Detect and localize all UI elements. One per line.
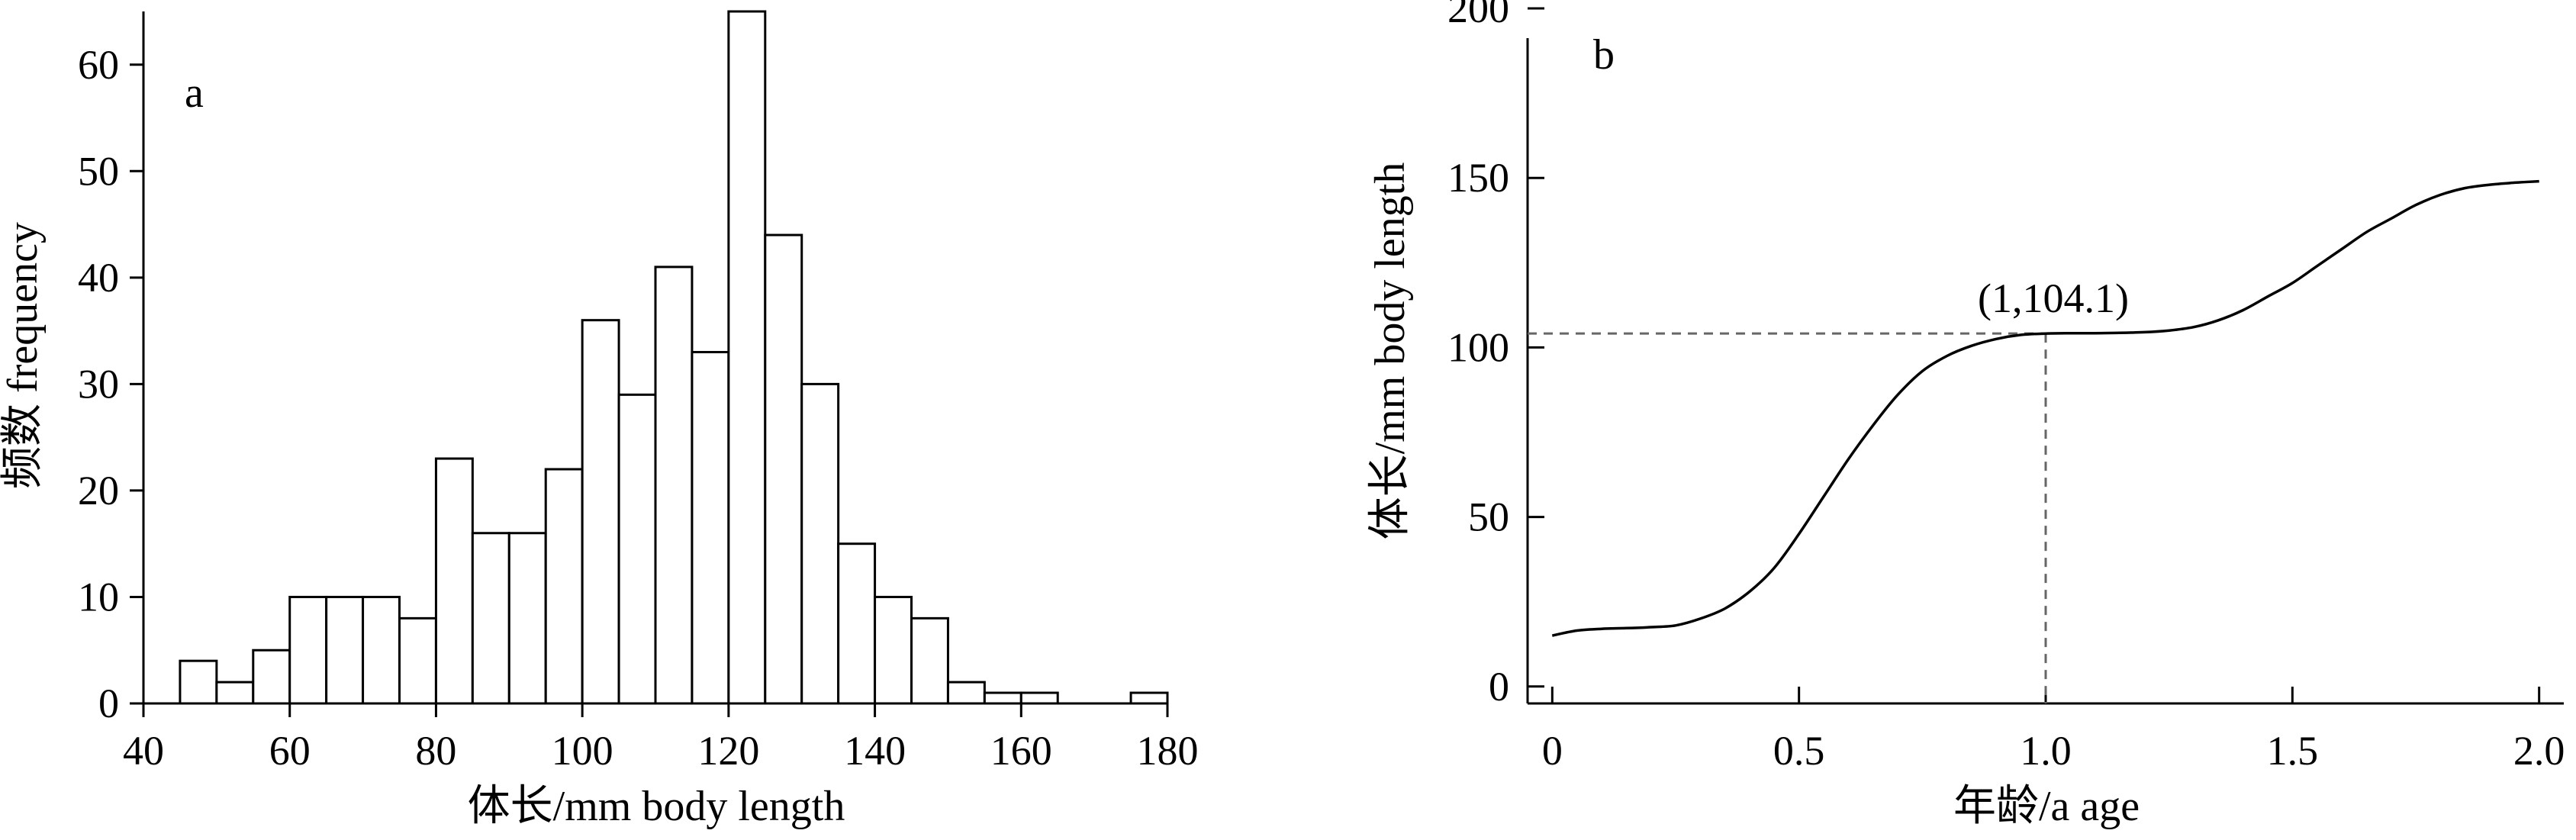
- histogram-bar: [471, 532, 510, 705]
- histogram-bar: [252, 649, 291, 705]
- histogram-bar: [691, 351, 730, 705]
- y-tick-label: 60: [78, 42, 119, 88]
- y-tick-label: 20: [78, 468, 119, 513]
- x-tick-label: 180: [1137, 728, 1199, 774]
- x-ticks: 0 0.5 1.0 1.5 2.0: [1542, 687, 2565, 774]
- y-ticks: 0 50 100 150 200: [1447, 0, 1544, 710]
- x-tick-label: 100: [552, 728, 613, 774]
- growth-curve-line: [1551, 179, 2539, 637]
- y-tick-label: 0: [1489, 664, 1509, 710]
- panel-label-b: b: [1593, 31, 1615, 79]
- x-tick-label: 60: [269, 728, 311, 774]
- histogram-bar: [617, 393, 657, 705]
- x-axis-title: 年龄/a age: [1953, 783, 2140, 830]
- y-tick-label: 50: [78, 148, 119, 194]
- x-tick-label: 0.5: [1773, 728, 1825, 774]
- histogram-bar: [874, 595, 913, 705]
- x-tick-label: 40: [123, 728, 164, 774]
- histogram-bar: [179, 659, 218, 705]
- histogram-bar: [581, 319, 620, 705]
- histogram-bar: [837, 542, 877, 705]
- y-axis-title: 体长/mm body length: [1367, 163, 1414, 540]
- x-axis-title: 体长/mm body length: [468, 783, 845, 830]
- histogram-bar: [398, 616, 437, 705]
- x-tick-label: 140: [844, 728, 906, 774]
- x-tick-label: 1.5: [2267, 728, 2319, 774]
- y-tick-label: 150: [1447, 155, 1509, 201]
- histogram-bar: [544, 468, 584, 705]
- y-tick-label: 30: [78, 361, 119, 407]
- y-tick-label: 100: [1447, 324, 1509, 370]
- y-tick-label: 10: [78, 574, 119, 620]
- histogram-bar: [764, 233, 803, 705]
- y-ticks: 0 10 20 30 40 50 60: [78, 42, 143, 726]
- histogram-bar: [654, 266, 694, 705]
- histogram-bars: [179, 10, 1169, 705]
- histogram-bar: [1019, 691, 1059, 705]
- point-annotation: (1,104.1): [1978, 275, 2129, 321]
- x-ticks: 40 60 80 100 120 140 160 180: [123, 703, 1199, 774]
- panel-label-a: a: [185, 69, 204, 117]
- histogram-bar: [1129, 691, 1169, 705]
- x-tick-label: 0: [1542, 728, 1563, 774]
- histogram-bar: [727, 10, 767, 705]
- x-tick-label: 160: [990, 728, 1052, 774]
- histogram-bar: [325, 595, 365, 705]
- y-tick-label: 0: [98, 681, 119, 726]
- x-tick-label: 80: [415, 728, 456, 774]
- histogram-bar: [946, 681, 986, 705]
- growth-curve-panel: 0 50 100 150 200 0 0.5 1.0 1.5 2.0 (1,104.1) b 年…: [1367, 0, 2565, 830]
- histogram-bar: [983, 691, 1022, 705]
- y-tick-label: 200: [1447, 0, 1509, 31]
- histogram-bar: [215, 681, 255, 705]
- histogram-bar: [362, 595, 401, 705]
- x-tick-label: 1.0: [2020, 728, 2072, 774]
- histogram-bar: [288, 595, 328, 705]
- x-tick-label: 2.0: [2513, 728, 2565, 774]
- histogram-bar: [507, 532, 547, 705]
- histogram-bar: [800, 382, 840, 705]
- y-tick-label: 40: [78, 255, 119, 301]
- histogram-bar: [434, 457, 474, 705]
- histogram-panel: 0 10 20 30 40 50 60 40 60 80 100 120 140 160 180 a 体长…: [0, 10, 1199, 830]
- y-tick-label: 50: [1468, 494, 1509, 540]
- x-tick-label: 120: [697, 728, 759, 774]
- histogram-bar: [910, 616, 949, 705]
- y-axis-title: 频数 frequency: [0, 222, 47, 489]
